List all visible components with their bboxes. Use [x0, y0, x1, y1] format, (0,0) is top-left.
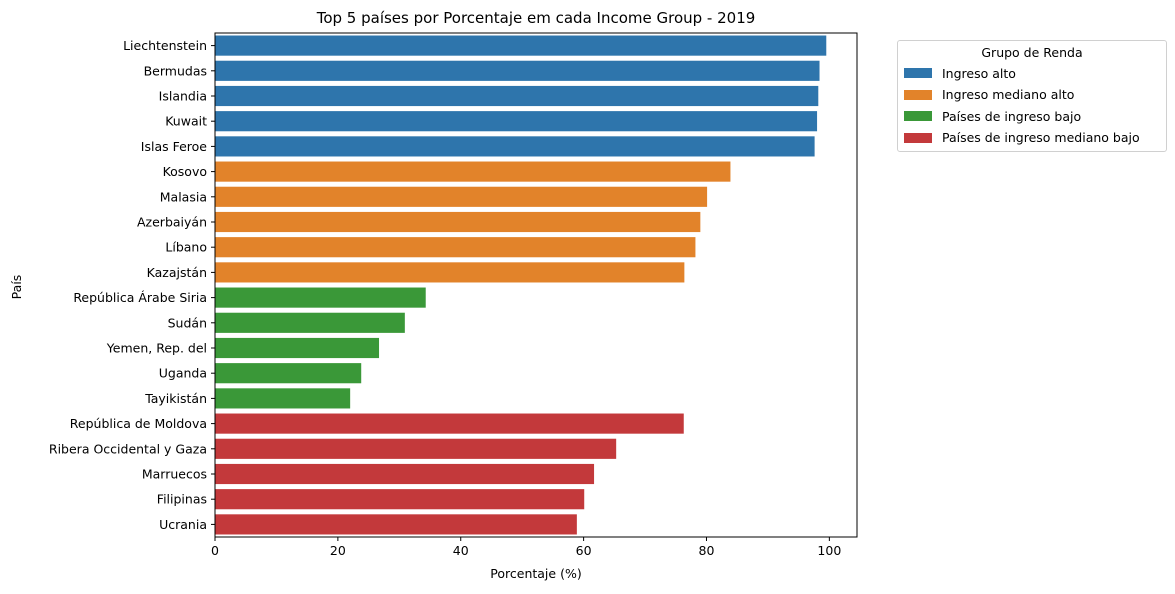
y-tick-label: Ribera Occidental y Gaza: [49, 441, 207, 456]
bar-10: [215, 287, 426, 308]
legend-swatch: [904, 68, 932, 78]
y-tick-label: Ucrania: [159, 517, 207, 532]
bar-18: [215, 489, 585, 510]
x-tick-label: 20: [330, 543, 346, 558]
x-tick-label: 80: [699, 543, 715, 558]
plot-frame: [214, 32, 858, 538]
bars-layer: [215, 35, 827, 535]
bar-14: [215, 388, 351, 409]
y-tick-label: Kazajstán: [147, 265, 207, 280]
legend-label: Países de ingreso bajo: [942, 108, 1082, 124]
axes-frame: [214, 32, 858, 538]
bar-15: [215, 413, 684, 434]
x-axis-label: Porcentaje (%): [490, 566, 581, 581]
x-tick-label: 40: [453, 543, 469, 558]
bar-17: [215, 463, 595, 485]
legend-label: Ingreso alto: [942, 65, 1016, 81]
x-tick-labels: 0 20 40 60 80 100: [211, 537, 841, 558]
bar-1: [215, 60, 820, 81]
bar-12: [215, 337, 380, 359]
legend-swatch: [904, 111, 932, 121]
bar-0: [215, 35, 827, 56]
y-tick-label: Kosovo: [163, 164, 207, 179]
y-tick-label: Líbano: [165, 240, 207, 255]
y-tick-label: Yemen, Rep. del: [106, 341, 207, 356]
y-tick-label: Liechtenstein: [123, 38, 207, 53]
legend-title: Grupo de Renda: [981, 45, 1083, 60]
y-tick-label: Filipinas: [157, 492, 207, 507]
y-tick-label: Sudán: [168, 315, 207, 330]
y-tick-label: Marruecos: [142, 467, 207, 482]
legend-label: Países de ingreso mediano bajo: [942, 130, 1140, 145]
y-tick-label: Kuwait: [165, 114, 207, 129]
legend-swatch: [904, 132, 932, 143]
bar-8: [215, 237, 696, 258]
legend-swatch: [904, 89, 932, 100]
legend: Grupo de Renda Ingreso alto Ingreso media…: [897, 40, 1167, 152]
legend-item: Ingreso alto: [904, 64, 1016, 82]
bar-7: [215, 211, 701, 233]
y-tick-label: Tayikistán: [144, 391, 207, 406]
y-tick-label: Azerbaiyán: [137, 215, 207, 230]
bar-13: [215, 363, 362, 384]
y-tick-label: Bermudas: [144, 63, 207, 78]
bar-3: [215, 111, 818, 132]
bar-16: [215, 438, 617, 459]
y-tick-label: Islandia: [159, 89, 207, 104]
y-tick-label: República Árabe Siria: [73, 290, 207, 305]
x-tick-label: 0: [211, 543, 219, 558]
chart-title: Top 5 países por Porcentaje em cada Inco…: [316, 9, 756, 27]
bar-5: [215, 161, 731, 182]
x-tick-label: 60: [576, 543, 592, 558]
y-tick-label: Malasia: [160, 189, 207, 204]
y-tick-label: Uganda: [159, 366, 207, 381]
legend-item: Países de ingreso bajo: [904, 107, 1081, 125]
x-tick-label: 100: [817, 543, 841, 558]
bar-9: [215, 262, 685, 283]
y-tick-labels: Liechtenstein Bermudas Islandia Kuwait Islas…: [49, 38, 215, 532]
legend-item: Países de ingreso mediano bajo: [904, 129, 1140, 147]
bar-11: [215, 312, 405, 333]
bar-4: [215, 136, 815, 157]
y-tick-label: Islas Feroe: [141, 139, 208, 154]
bar-2: [215, 85, 819, 107]
y-tick-label: República de Moldova: [70, 416, 207, 431]
legend-label: Ingreso mediano alto: [942, 87, 1075, 102]
legend-item: Ingreso mediano alto: [904, 86, 1074, 104]
y-axis-label: País: [9, 275, 24, 300]
bar-6: [215, 186, 708, 207]
bar-19: [215, 514, 577, 535]
